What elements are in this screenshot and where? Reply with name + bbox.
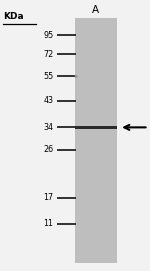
Text: KDa: KDa <box>3 12 24 21</box>
Bar <box>75 126 117 129</box>
Text: 55: 55 <box>43 72 53 81</box>
Text: 43: 43 <box>43 96 53 105</box>
Text: 11: 11 <box>43 219 53 228</box>
Text: 72: 72 <box>43 50 53 59</box>
Text: A: A <box>92 5 99 15</box>
Text: 95: 95 <box>43 31 53 40</box>
Bar <box>75 18 117 263</box>
Text: 34: 34 <box>43 123 53 132</box>
Text: 17: 17 <box>43 193 53 202</box>
Text: 26: 26 <box>43 145 53 154</box>
